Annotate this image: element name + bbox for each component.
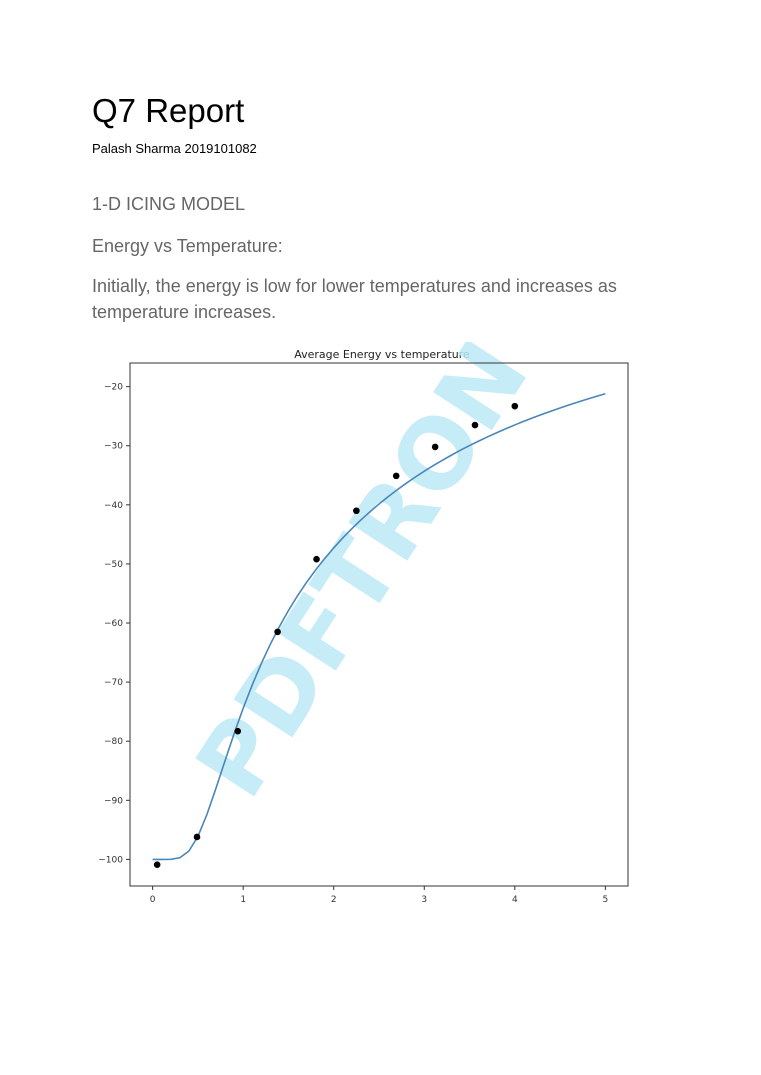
section-heading: 1-D ICING MODEL [92,194,246,214]
y-tick-label: −100 [98,855,123,865]
data-point [353,507,360,515]
y-tick-label: −60 [104,619,123,629]
y-tick-label: −80 [104,737,123,747]
y-tick-label: −40 [104,501,123,511]
data-point [313,555,320,563]
data-point [193,833,201,841]
author-line: Palash Sharma 2019101082 [92,141,257,156]
y-tick-label: −70 [104,678,123,688]
fit-curve [152,392,606,861]
data-point [234,727,242,735]
x-tick-label: 5 [602,895,608,905]
data-point [511,402,519,410]
x-tick-label: 1 [240,895,246,905]
x-tick-label: 0 [150,895,156,905]
y-tick-label: −20 [104,383,123,393]
body-paragraph: Initially, the energy is low for lower t… [92,276,617,322]
data-point [392,472,400,480]
data-point [471,421,479,429]
x-tick-label: 2 [331,895,337,905]
x-tick-label: 4 [512,895,518,905]
y-tick-label: −90 [104,796,123,806]
plot-frame [129,362,629,887]
chart-title: Average Energy vs temperature [294,348,470,361]
y-tick-label: −50 [104,560,123,570]
x-tick-label: 3 [421,895,427,905]
data-point [431,443,439,451]
data-point [153,861,161,869]
data-point [274,628,281,636]
page-title: Q7 Report [92,92,245,129]
y-tick-label: −30 [104,442,123,452]
subheading: Energy vs Temperature: [92,236,283,256]
